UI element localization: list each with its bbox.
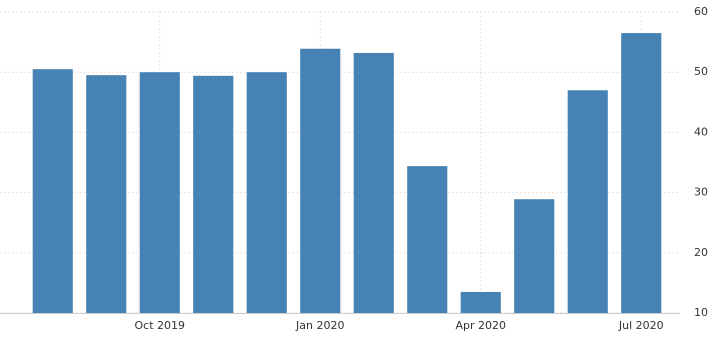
bar (407, 166, 448, 313)
y-tick-label: 50 (694, 65, 708, 78)
bar (246, 72, 287, 313)
bar (353, 52, 394, 313)
bar (86, 75, 127, 314)
bar (514, 199, 555, 313)
bar (621, 33, 662, 313)
x-tick-label: Oct 2019 (134, 319, 185, 332)
bar (300, 48, 341, 314)
x-tick-label: Jul 2020 (618, 319, 664, 332)
bar (139, 72, 180, 313)
y-tick-label: 10 (694, 306, 708, 319)
x-tick-label: Jan 2020 (295, 319, 344, 332)
y-tick-label: 40 (694, 125, 708, 138)
bar (567, 90, 608, 313)
x-tick-label: Apr 2020 (455, 319, 506, 332)
bar (460, 291, 501, 313)
y-tick-label: 30 (694, 186, 708, 199)
y-tick-label: 60 (694, 5, 708, 18)
bar (32, 69, 73, 313)
y-tick-label: 20 (694, 246, 708, 259)
bar (193, 75, 234, 313)
